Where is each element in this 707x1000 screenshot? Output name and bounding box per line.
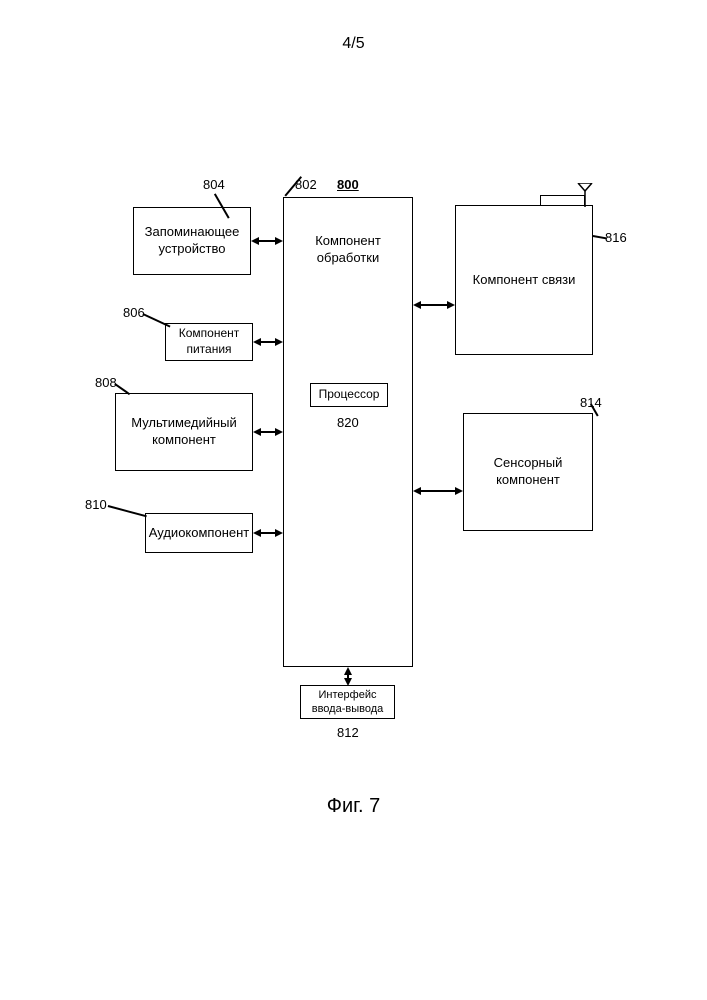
arrowhead <box>413 487 421 495</box>
arrowhead <box>253 338 261 346</box>
sensor-block: Сенсорный компонент <box>463 413 593 531</box>
ref-812: 812 <box>337 725 359 740</box>
arrow-power <box>260 341 276 343</box>
memory-block: Запоминающее устройство <box>133 207 251 275</box>
arrowhead <box>253 529 261 537</box>
arrowhead <box>413 301 421 309</box>
block-diagram: Компонент обработки 802 800 Процессор 82… <box>85 175 630 765</box>
arrowhead <box>251 237 259 245</box>
arrow-multimedia <box>260 431 276 433</box>
comm-tab <box>540 195 585 205</box>
arrowhead <box>344 667 352 675</box>
arrow-memory <box>258 240 276 242</box>
figure-caption: Фиг. 7 <box>327 795 380 818</box>
ref-804: 804 <box>203 177 225 192</box>
power-block: Компонент питания <box>165 323 253 361</box>
ref-816: 816 <box>605 230 627 245</box>
ref-820: 820 <box>337 415 359 430</box>
arrowhead <box>447 301 455 309</box>
leader-806 <box>143 313 171 327</box>
multimedia-label: Мультимедийный компонент <box>131 415 237 449</box>
power-label: Компонент питания <box>179 326 240 357</box>
leader-810 <box>108 505 147 517</box>
multimedia-block: Мультимедийный компонент <box>115 393 253 471</box>
processor-label: Процессор <box>319 387 380 403</box>
io-label: Интерфейс ввода-вывода <box>312 688 384 717</box>
arrowhead <box>253 428 261 436</box>
memory-label: Запоминающее устройство <box>145 224 240 258</box>
arrowhead <box>344 678 352 686</box>
comm-block: Компонент связи <box>455 205 593 355</box>
arrow-sensor <box>420 490 456 492</box>
arrowhead <box>275 529 283 537</box>
arrowhead <box>275 237 283 245</box>
io-block: Интерфейс ввода-вывода <box>300 685 395 719</box>
sensor-label: Сенсорный компонент <box>494 455 563 489</box>
ref-808: 808 <box>95 375 117 390</box>
arrow-audio <box>260 532 276 534</box>
arrowhead <box>275 338 283 346</box>
processing-block: Компонент обработки <box>283 197 413 667</box>
page-number: 4/5 <box>342 35 364 53</box>
arrow-comm <box>420 304 448 306</box>
arrowhead <box>455 487 463 495</box>
ref-800: 800 <box>337 177 359 192</box>
audio-label: Аудиокомпонент <box>149 525 249 542</box>
arrowhead <box>275 428 283 436</box>
comm-label: Компонент связи <box>473 272 576 289</box>
ref-806: 806 <box>123 305 145 320</box>
processing-label: Компонент обработки <box>315 233 381 267</box>
ref-810: 810 <box>85 497 107 512</box>
audio-block: Аудиокомпонент <box>145 513 253 553</box>
processor-block: Процессор <box>310 383 388 407</box>
